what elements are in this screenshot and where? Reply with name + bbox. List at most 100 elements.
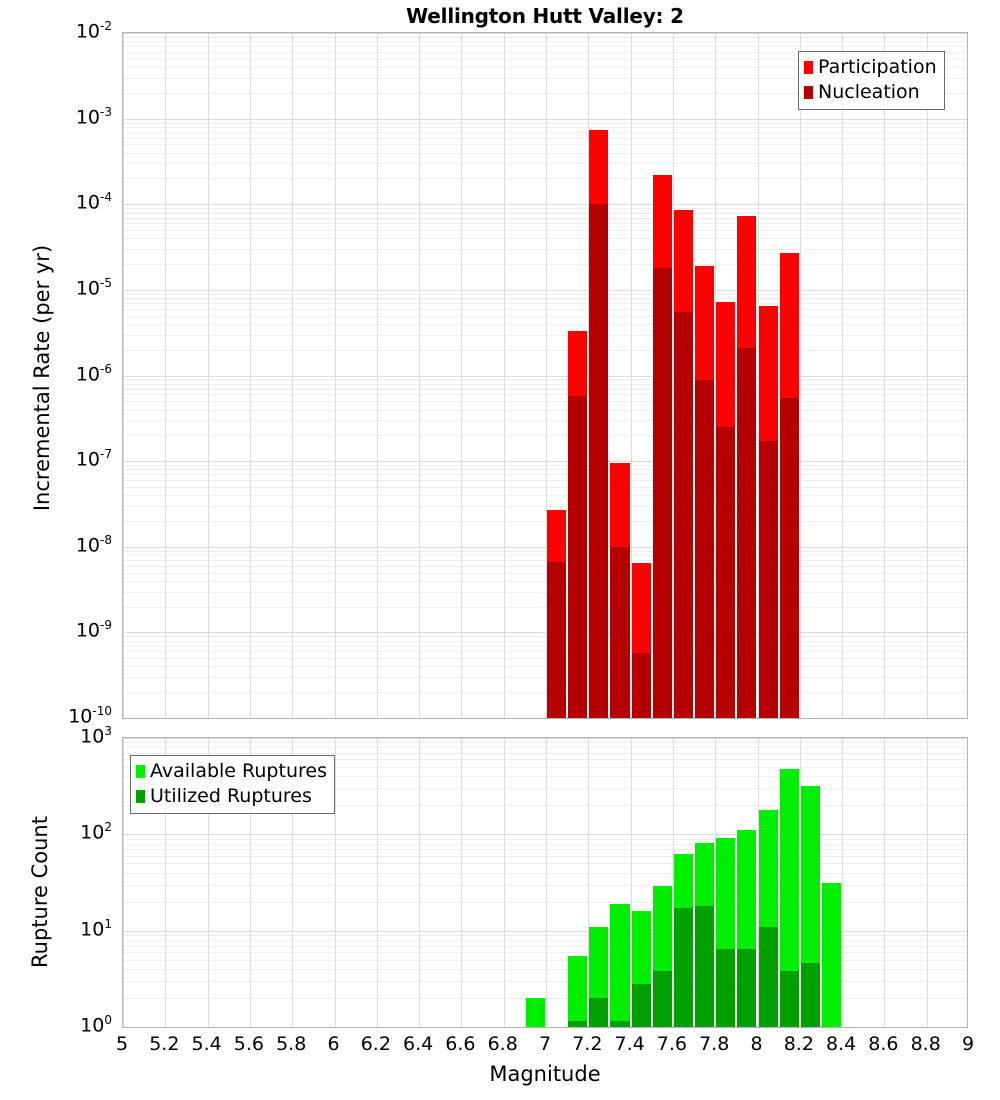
gridline-horizontal bbox=[123, 521, 967, 522]
bar bbox=[631, 911, 651, 1027]
gridline-vertical bbox=[377, 33, 378, 718]
y-tick-label: 100 bbox=[80, 1013, 112, 1037]
gridline-horizontal bbox=[123, 555, 967, 556]
legend-label-utilized-ruptures: Utilized Ruptures bbox=[150, 785, 312, 807]
x-tick-label: 7.4 bbox=[614, 1033, 645, 1055]
gridline-horizontal bbox=[123, 636, 967, 637]
gridline-horizontal bbox=[123, 294, 967, 295]
gridline-horizontal bbox=[123, 218, 967, 219]
legend-label-nucleation: Nucleation bbox=[818, 81, 920, 103]
y-axis-label-top: Incremental Rate (per yr) bbox=[30, 244, 54, 512]
x-tick-label: 6.2 bbox=[360, 1033, 391, 1055]
gridline-horizontal bbox=[123, 298, 967, 299]
gridline-horizontal bbox=[123, 213, 967, 214]
gridline-vertical bbox=[419, 738, 420, 1027]
bar-segment-available-ruptures bbox=[610, 903, 630, 1027]
gridline-horizontal bbox=[123, 863, 967, 864]
gridline-vertical bbox=[250, 33, 251, 718]
bar-segment-available-ruptures bbox=[779, 768, 799, 1027]
bar-segment-utilized-ruptures bbox=[800, 963, 820, 1027]
gridline-horizontal bbox=[123, 324, 967, 325]
gridline-vertical bbox=[673, 33, 674, 718]
gridline-vertical bbox=[800, 33, 801, 718]
gridline-vertical bbox=[673, 738, 674, 1027]
bar-segment-nucleation bbox=[779, 397, 799, 718]
gridline-vertical bbox=[335, 738, 336, 1027]
gridline-horizontal bbox=[123, 607, 967, 608]
gridline-vertical bbox=[631, 33, 632, 718]
y-tick-label: 10-10 bbox=[68, 704, 112, 728]
gridline-horizontal bbox=[123, 566, 967, 567]
bar bbox=[779, 768, 799, 1027]
bar bbox=[610, 463, 630, 718]
legend-item-available-ruptures[interactable]: Available Ruptures bbox=[136, 759, 327, 784]
gridline-vertical bbox=[800, 738, 801, 1027]
bar bbox=[652, 174, 672, 718]
bar-segment-nucleation bbox=[568, 396, 588, 718]
grid-bottom bbox=[123, 738, 967, 1027]
y-tick-label: 10-7 bbox=[75, 447, 112, 471]
gridline-horizontal bbox=[123, 788, 967, 789]
legend-swatch-available-ruptures-icon bbox=[136, 765, 145, 778]
x-tick-label: 8 bbox=[750, 1033, 763, 1055]
bar bbox=[673, 210, 694, 718]
gridline-vertical bbox=[546, 33, 547, 718]
gridline-vertical bbox=[292, 738, 293, 1027]
bar-segment-utilized-ruptures bbox=[716, 948, 736, 1027]
gridline-horizontal bbox=[123, 551, 967, 552]
bar-segment-nucleation bbox=[631, 653, 651, 718]
gridline-horizontal bbox=[123, 41, 967, 42]
legend-rupture-count: Available Ruptures Utilized Ruptures bbox=[130, 755, 335, 814]
bar-segment-utilized-ruptures bbox=[779, 971, 799, 1027]
gridline-horizontal bbox=[123, 718, 967, 719]
gridline-horizontal bbox=[123, 856, 967, 857]
x-tick-label: 9 bbox=[961, 1033, 975, 1055]
x-tick-label: 6.8 bbox=[487, 1033, 518, 1055]
gridline-horizontal bbox=[123, 249, 967, 250]
bar-segment-nucleation bbox=[547, 561, 567, 718]
y-tick-label: 10-3 bbox=[75, 104, 112, 128]
legend-label-participation: Participation bbox=[818, 56, 937, 78]
gridline-horizontal bbox=[123, 123, 967, 124]
gridline-horizontal bbox=[123, 208, 967, 209]
gridline-horizontal bbox=[123, 981, 967, 982]
legend-item-utilized-ruptures[interactable]: Utilized Ruptures bbox=[136, 784, 327, 809]
gridline-horizontal bbox=[123, 547, 967, 548]
gridline-horizontal bbox=[123, 401, 967, 402]
gridline-vertical bbox=[715, 738, 716, 1027]
bar-segment-nucleation bbox=[737, 347, 757, 718]
y-tick-label: 102 bbox=[80, 820, 112, 844]
gridline-horizontal bbox=[123, 230, 967, 231]
gridline-horizontal bbox=[123, 127, 967, 128]
legend-item-nucleation[interactable]: Nucleation bbox=[804, 80, 937, 105]
bar bbox=[695, 266, 715, 718]
gridline-vertical bbox=[165, 33, 166, 718]
gridline-horizontal bbox=[123, 384, 967, 385]
bar-segment-utilized-ruptures bbox=[589, 998, 609, 1027]
gridline-vertical bbox=[250, 738, 251, 1027]
bar bbox=[589, 926, 609, 1027]
gridline-horizontal bbox=[123, 238, 967, 239]
y-tick-label: 10-9 bbox=[75, 618, 112, 642]
gridline-vertical bbox=[546, 738, 547, 1027]
bar-segment-nucleation bbox=[673, 312, 694, 718]
gridline-horizontal bbox=[123, 849, 967, 850]
gridline-horizontal bbox=[123, 581, 967, 582]
gridline-horizontal bbox=[123, 960, 967, 961]
bar bbox=[695, 842, 715, 1027]
gridline-horizontal bbox=[123, 290, 967, 291]
gridline-vertical bbox=[884, 738, 885, 1027]
gridline-horizontal bbox=[123, 632, 967, 633]
bar-segment-utilized-ruptures bbox=[631, 983, 651, 1027]
x-tick-label: 7 bbox=[538, 1033, 552, 1055]
gridline-vertical bbox=[631, 738, 632, 1027]
bar bbox=[547, 509, 567, 718]
gridline-vertical bbox=[165, 738, 166, 1027]
legend-item-participation[interactable]: Participation bbox=[804, 55, 937, 80]
x-tick-label: 6.6 bbox=[445, 1033, 476, 1055]
gridline-horizontal bbox=[123, 223, 967, 224]
bar bbox=[737, 215, 757, 718]
bar bbox=[610, 903, 630, 1027]
bars-rupture-count bbox=[123, 738, 967, 1027]
gridline-horizontal bbox=[123, 303, 967, 304]
